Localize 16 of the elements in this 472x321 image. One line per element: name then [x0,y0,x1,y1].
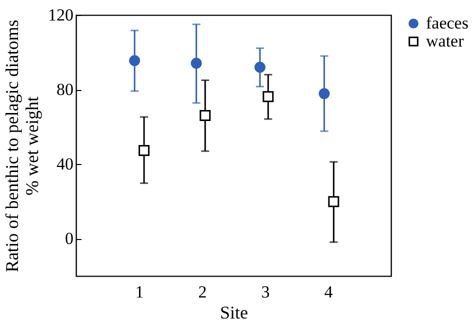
y-tick-label: 80 [56,80,74,100]
point [262,91,274,102]
y-axis-title: Ratio of benthic to pelagic diatoms % wet weight [2,20,42,272]
y-tick-label: 120 [48,6,74,24]
x-tick-label: 2 [198,282,207,302]
point [138,145,150,156]
y-tick-label: 40 [56,154,74,174]
x-tick-label: 3 [261,282,270,302]
x-tick-label: 4 [324,282,334,302]
legend-label: faeces [426,14,468,32]
x-tick-label: 1 [135,282,144,302]
legend-label: water [426,32,464,50]
x-axis-title: Site [220,302,248,321]
point [200,110,211,121]
point [328,196,340,208]
y-tick-label: 0 [65,229,74,248]
